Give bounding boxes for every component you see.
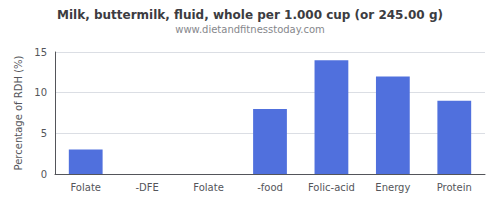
svg-text:Folic-acid: Folic-acid [308, 182, 355, 193]
svg-text:15: 15 [34, 47, 47, 58]
svg-text:Percentage of RDH (%): Percentage of RDH (%) [13, 55, 24, 170]
svg-text:10: 10 [34, 87, 47, 98]
svg-text:5: 5 [41, 128, 47, 139]
svg-text:Folate: Folate [193, 182, 224, 193]
svg-text:Energy: Energy [375, 182, 410, 193]
svg-text:Folate: Folate [70, 182, 101, 193]
svg-text:-food: -food [257, 182, 283, 193]
svg-text:www.dietandfitnesstoday.com: www.dietandfitnesstoday.com [175, 24, 324, 35]
svg-text:Milk, buttermilk, fluid, whole: Milk, buttermilk, fluid, whole per 1.000… [57, 8, 443, 22]
svg-text:-DFE: -DFE [135, 182, 158, 193]
svg-text:Protein: Protein [437, 182, 472, 193]
svg-text:0: 0 [41, 169, 47, 180]
